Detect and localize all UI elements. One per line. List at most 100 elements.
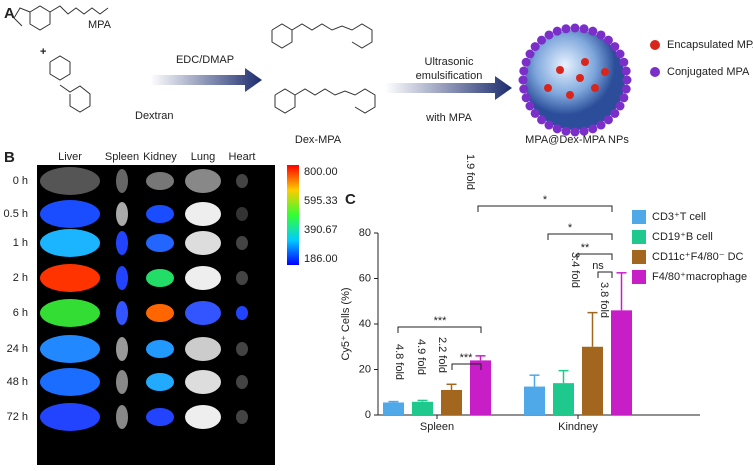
bracket (576, 253, 613, 260)
dot (544, 30, 554, 40)
dot (596, 30, 606, 40)
legend-label: CD11c⁺F4/80⁻ DC (652, 251, 744, 263)
dot (561, 24, 571, 34)
organ (116, 337, 128, 361)
label: Dex-MPA (295, 134, 342, 146)
column-label: Spleen (105, 151, 139, 163)
dot (537, 35, 547, 45)
bar (383, 402, 404, 415)
organ (116, 169, 128, 193)
label: + (40, 46, 46, 58)
y-tick-label: 20 (359, 363, 371, 375)
organ (236, 375, 248, 389)
legend-label: Encapsulated MPA (667, 39, 753, 51)
dot (570, 127, 580, 137)
dot (561, 126, 571, 136)
panel-label: B (4, 149, 15, 166)
legend-swatch (632, 250, 646, 264)
bracket (597, 271, 613, 278)
organ (40, 167, 100, 195)
organ (116, 202, 128, 226)
dot (525, 49, 535, 59)
organ (146, 172, 174, 190)
organ (40, 229, 100, 257)
dot (619, 57, 629, 67)
legend-label: Conjugated MPA (667, 66, 750, 78)
fold-annotation: 2.2 fold (436, 337, 448, 373)
dot (591, 84, 599, 92)
imaging-panel: Liver Spleen Kidney Lung Heart 0 h 0.5 h 1 h 2 h… (4, 151, 338, 431)
organ (185, 301, 221, 325)
colorbar (287, 165, 299, 265)
significance: * (543, 194, 548, 206)
row-label: 0 h (13, 175, 28, 187)
bar (441, 389, 462, 415)
organ (236, 271, 248, 285)
fold-annotation: 4.9 fold (415, 339, 427, 375)
dot (519, 84, 529, 94)
organ (185, 337, 221, 361)
organ (116, 405, 128, 429)
dot (566, 91, 574, 99)
organ (40, 299, 100, 327)
legend-dot (650, 67, 660, 77)
organ (236, 207, 248, 221)
structures (13, 5, 376, 114)
dot (552, 26, 562, 36)
organ (146, 234, 174, 252)
row-label: 24 h (7, 343, 28, 355)
dot (615, 101, 625, 111)
x-tick-label: Kindney (558, 421, 598, 433)
organ (40, 264, 100, 292)
organ (236, 342, 248, 356)
bracket (397, 326, 482, 333)
organ (236, 410, 248, 424)
organ (185, 405, 221, 429)
dot (556, 66, 564, 74)
dot (603, 115, 613, 125)
panel-label: A (4, 5, 15, 22)
bar (412, 401, 433, 415)
row-label: 72 h (7, 411, 28, 423)
bar (553, 383, 574, 415)
column-label: Liver (58, 151, 82, 163)
significance: * (568, 222, 573, 234)
dot (579, 126, 589, 136)
organ (40, 403, 100, 431)
bar-chart: C Cy5⁺ Cells (%) 0 20 40 60 80 Spleen Kindney CD3… (340, 154, 747, 433)
significance: *** (460, 352, 474, 364)
colorbar-label: 186.00 (304, 253, 338, 265)
label: with MPA (425, 112, 472, 124)
significance: ** (581, 242, 590, 254)
fold-annotation: 3.8 fold (598, 282, 610, 318)
organ (116, 266, 128, 290)
dot (621, 84, 631, 94)
dot (581, 58, 589, 66)
y-axis-label: Cy5⁺ Cells (%) (340, 287, 352, 360)
dot (622, 75, 632, 85)
dot (530, 42, 540, 52)
dot (615, 49, 625, 59)
dot (530, 108, 540, 118)
row-label: 0.5 h (4, 208, 28, 220)
label: EDC/DMAP (176, 54, 234, 66)
dot (579, 24, 589, 34)
significance: ns (592, 260, 604, 272)
label: emulsification (416, 70, 483, 82)
dot (588, 124, 598, 134)
organ (146, 408, 174, 426)
bracket (477, 205, 613, 212)
dot (521, 57, 531, 67)
label: Dextran (135, 110, 174, 122)
organ (236, 174, 248, 188)
label: Ultrasonic (425, 56, 474, 68)
organ (185, 202, 221, 226)
x-tick-label: Spleen (420, 421, 454, 433)
bracket (547, 233, 613, 240)
colorbar-label: 800.00 (304, 166, 338, 178)
organ (146, 304, 174, 322)
dot (537, 115, 547, 125)
dot (576, 74, 584, 82)
colorbar-label: 390.67 (304, 224, 338, 236)
organ (185, 266, 221, 290)
